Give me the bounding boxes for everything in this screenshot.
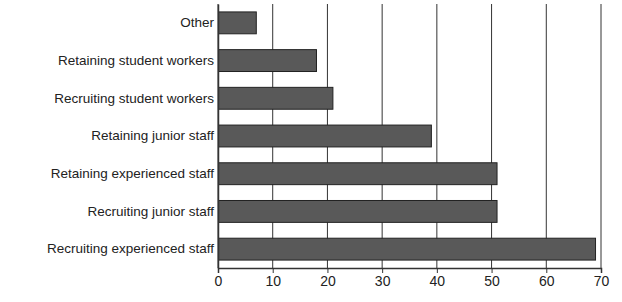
x-tick: 10 — [265, 268, 281, 289]
x-tick-label: 40 — [430, 273, 446, 289]
y-tick: Recruiting student workers — [54, 91, 218, 106]
y-tick: Retaining student workers — [58, 53, 218, 68]
grid-line — [218, 4, 219, 268]
x-tick-label: 0 — [215, 273, 223, 289]
bar — [218, 238, 596, 260]
bar — [218, 200, 497, 222]
chart: 0 10 20 30 40 50 60 70 Other Retaining student wo… — [0, 0, 622, 302]
bar — [218, 125, 431, 147]
bars — [218, 12, 596, 260]
x-tick: 0 — [215, 268, 223, 289]
y-tick-label: Recruiting student workers — [54, 91, 214, 106]
x-tick: 60 — [539, 268, 555, 289]
grid-line — [436, 4, 437, 268]
x-tick-label: 60 — [539, 273, 555, 289]
grid-line — [491, 4, 492, 268]
x-tick-label: 70 — [594, 273, 610, 289]
y-tick: Recruiting experienced staff — [47, 241, 218, 256]
y-tick: Retaining experienced staff — [51, 166, 218, 181]
y-tick-label: Other — [180, 15, 214, 30]
y-tick-label: Retaining experienced staff — [51, 166, 215, 181]
y-tick-label: Recruiting junior staff — [87, 204, 214, 219]
grid-line — [546, 4, 547, 268]
x-tick: 30 — [375, 268, 391, 289]
y-tick: Retaining junior staff — [91, 128, 218, 143]
y-tick: Other — [180, 15, 218, 30]
x-tick: 40 — [430, 268, 446, 289]
grid-line — [601, 4, 602, 268]
x-axis: 0 10 20 30 40 50 60 70 — [215, 268, 610, 289]
bar — [218, 163, 497, 185]
x-tick: 20 — [320, 268, 336, 289]
x-tick-label: 50 — [484, 273, 500, 289]
bar — [218, 50, 316, 72]
x-tick: 50 — [484, 268, 500, 289]
grid — [218, 4, 601, 268]
y-tick-label: Retaining student workers — [58, 53, 214, 68]
x-tick-label: 30 — [375, 273, 391, 289]
plot: 0 10 20 30 40 50 60 70 Other Retaining student wo… — [47, 4, 610, 289]
x-tick-label: 20 — [320, 273, 336, 289]
y-tick: Recruiting junior staff — [87, 204, 218, 219]
x-tick-label: 10 — [265, 273, 281, 289]
y-tick-label: Recruiting experienced staff — [47, 241, 214, 256]
y-axis: Other Retaining student workers Recruiting… — [47, 5, 219, 269]
x-tick: 70 — [594, 268, 610, 289]
bar — [218, 87, 333, 109]
y-axis-line — [218, 5, 220, 269]
y-tick-label: Retaining junior staff — [91, 128, 214, 143]
bar — [218, 12, 256, 34]
